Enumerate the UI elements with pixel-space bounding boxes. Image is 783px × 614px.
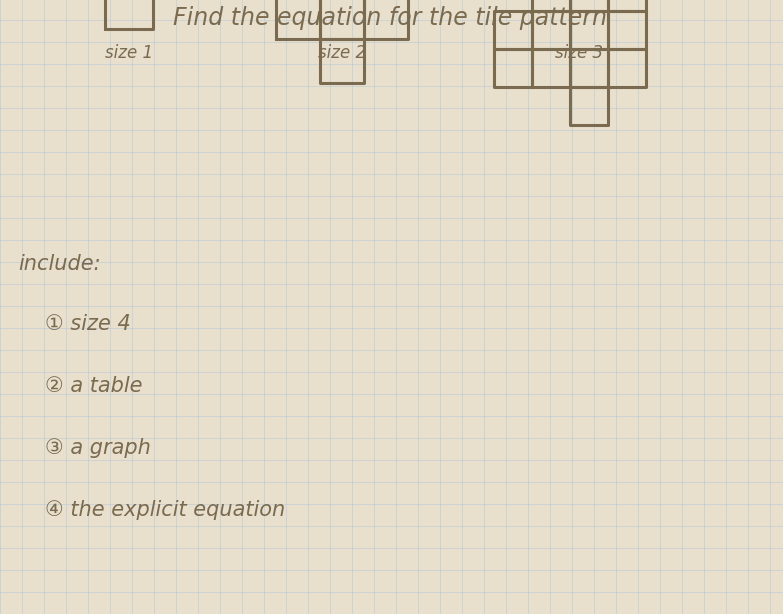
Text: ① size 4: ① size 4 (45, 314, 131, 334)
Bar (608, 49, 646, 87)
Text: ② a table: ② a table (45, 376, 143, 396)
Text: size 2: size 2 (318, 44, 366, 62)
Bar (570, 0, 608, 11)
Bar (320, 39, 364, 83)
Text: size 3: size 3 (555, 44, 603, 62)
Text: include:: include: (18, 254, 101, 274)
Bar (276, 0, 320, 39)
Text: ④ the explicit equation: ④ the explicit equation (45, 500, 285, 520)
Text: size 1: size 1 (105, 44, 153, 62)
Bar (494, 49, 532, 87)
Text: Find the equation for the tile pattern: Find the equation for the tile pattern (173, 6, 607, 30)
Bar (570, 87, 608, 125)
Bar (608, 0, 646, 11)
Text: ③ a graph: ③ a graph (45, 438, 151, 458)
Bar (494, 11, 532, 49)
Bar (532, 11, 570, 49)
Bar (105, 0, 153, 29)
Bar (532, 49, 570, 87)
Bar (364, 0, 408, 39)
Bar (570, 49, 608, 87)
Bar (320, 0, 364, 39)
Bar (608, 11, 646, 49)
Bar (570, 11, 608, 49)
Bar (532, 0, 570, 11)
